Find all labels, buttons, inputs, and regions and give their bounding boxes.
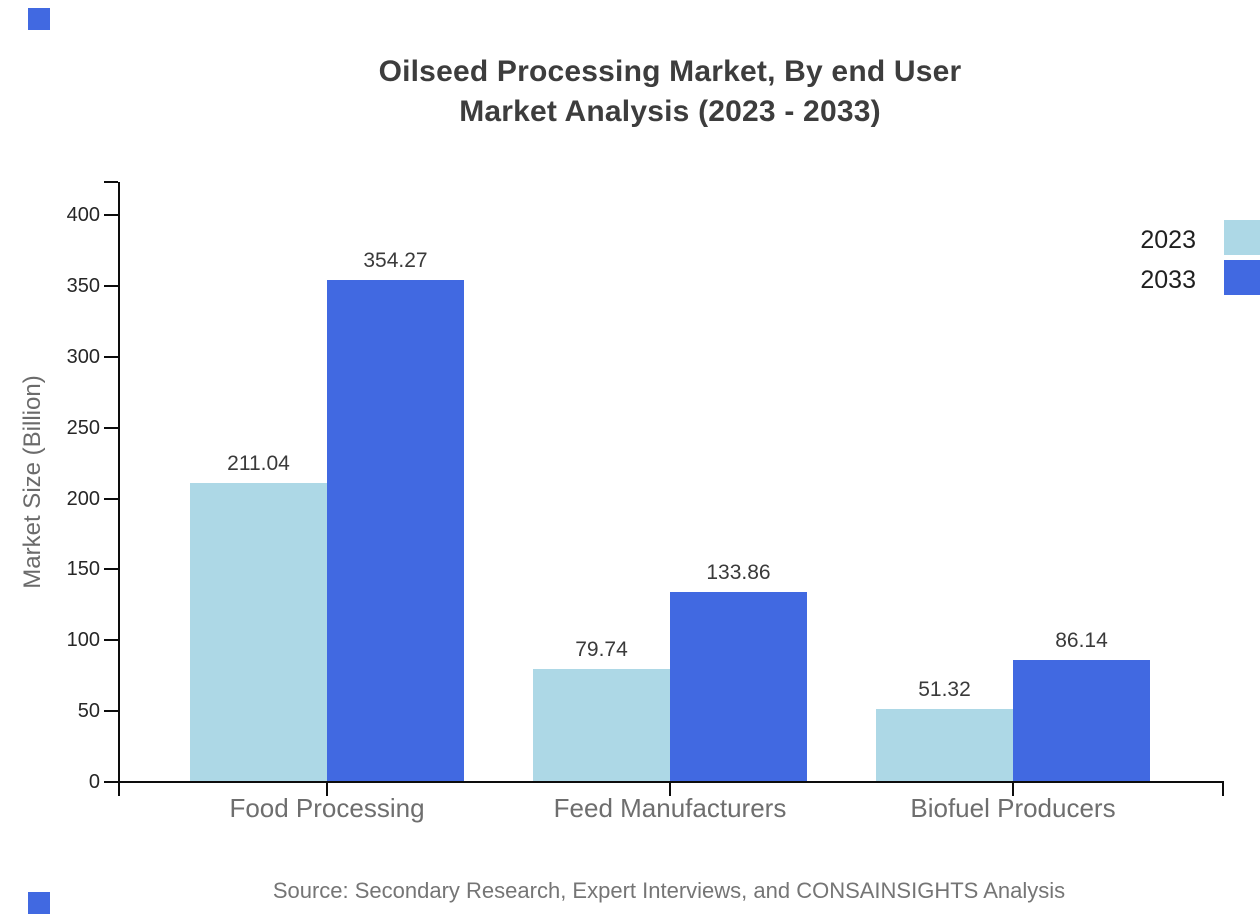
y-tick-label: 300: [66, 345, 100, 368]
bar-value-label: 211.04: [227, 451, 290, 475]
chart-title-line1: Oilseed Processing Market, By end User: [378, 55, 962, 88]
bar-2033-0: [327, 279, 464, 782]
chart-title-line2: Market Analysis (2023 - 2033): [459, 95, 881, 128]
bar-value-label: 354.27: [363, 248, 428, 272]
brand-mark-top-left: [28, 8, 50, 30]
legend-label-2033: 2033: [1140, 266, 1196, 294]
bar-2023-0: [190, 482, 327, 782]
y-tick-mark: [104, 214, 118, 216]
y-tick-mark: [104, 284, 118, 287]
y-tick-label: 0: [88, 771, 100, 793]
bar-2033-1: [670, 592, 807, 782]
bar-2023-2: [876, 709, 1013, 782]
bar-value-label: 51.32: [918, 678, 971, 702]
x-category-label: Food Processing: [229, 793, 425, 823]
brand-mark-bottom-left: [28, 892, 50, 914]
y-tick-label: 250: [66, 416, 100, 439]
bar-2023-1: [533, 668, 670, 782]
y-tick-mark: [104, 355, 118, 358]
y-tick-mark: [104, 639, 118, 642]
x-axis-end-cap-0: [118, 783, 120, 796]
x-tick-mark: [669, 783, 671, 796]
y-tick-label: 200: [66, 487, 100, 510]
y-tick-label: 400: [66, 204, 100, 226]
y-tick-label: 50: [77, 700, 100, 723]
y-tick-mark: [104, 426, 118, 429]
bar-value-label: 79.74: [575, 637, 628, 661]
y-tick-mark: [104, 781, 118, 783]
x-tick-mark: [1012, 783, 1014, 796]
chart-title: Oilseed Processing Market, By end User M…: [170, 52, 1170, 132]
x-category-label: Feed Manufacturers: [553, 793, 787, 823]
x-axis-line: [118, 781, 1224, 783]
y-tick-label: 350: [66, 274, 100, 297]
legend-swatch-2023: [1224, 220, 1260, 255]
legend-swatch-2033: [1224, 260, 1260, 295]
x-tick-mark: [326, 783, 328, 796]
y-axis-end-cap: [104, 181, 118, 183]
y-axis-line: [118, 182, 120, 784]
y-tick-mark: [104, 710, 118, 713]
y-tick-mark: [104, 497, 118, 500]
y-tick-mark: [104, 568, 118, 571]
bar-value-label: 86.14: [1055, 628, 1108, 652]
y-tick-label: 100: [66, 629, 100, 652]
legend-label-2023: 2023: [1140, 226, 1196, 254]
bar-2033-2: [1013, 659, 1150, 782]
x-category-label: Biofuel Producers: [910, 793, 1116, 823]
bar-value-label: 133.86: [706, 561, 771, 585]
x-axis-end-cap-1: [1222, 783, 1224, 796]
y-tick-label: 150: [66, 558, 100, 581]
source-attribution: Source: Secondary Research, Expert Inter…: [272, 878, 1066, 903]
